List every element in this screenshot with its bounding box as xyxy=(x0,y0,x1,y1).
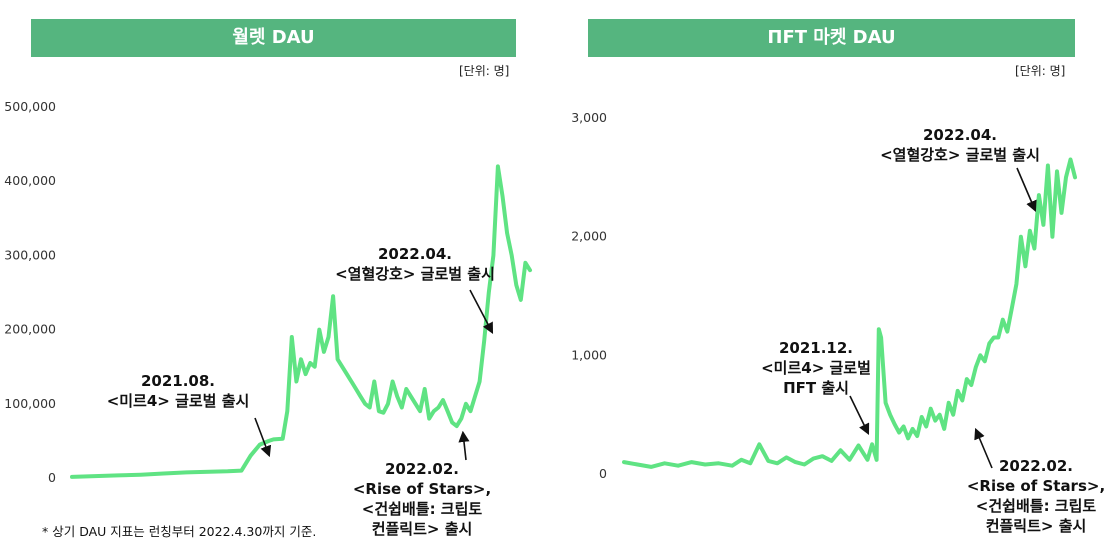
annotation-line: <미르4> 글로벌 xyxy=(761,359,871,377)
wallet-dau-chart: 500,000 400,000 300,000 200,000 100,000 0 2021… xyxy=(4,99,532,538)
annotation-line: <Rise of Stars>, xyxy=(967,477,1105,495)
annotation-line: 컨플릭트> 출시 xyxy=(372,520,473,538)
y-tick-label: 200,000 xyxy=(4,322,56,337)
annotation-line: <열혈강호> 글로벌 출시 xyxy=(335,265,495,283)
annotation-line: <미르4> 글로벌 출시 xyxy=(107,392,250,410)
annotation-line: 2022.04. xyxy=(378,245,452,263)
annotation-line: ΠFT 출시 xyxy=(783,379,849,397)
unit-label: [단위: 명] xyxy=(459,64,510,78)
annotation: 2021.12. <미르4> 글로벌 ΠFT 출시 xyxy=(761,339,871,436)
annotation-arrow xyxy=(1016,167,1037,213)
dau-series-line xyxy=(70,164,532,479)
annotation-line: 2022.02. xyxy=(999,457,1073,475)
annotation-arrow xyxy=(458,430,470,461)
chart-title: ΠFT 마켓 DAU xyxy=(588,19,1075,57)
annotation-line: 2021.12. xyxy=(779,339,853,357)
annotation-arrow xyxy=(974,427,993,469)
footnote: * 상기 DAU 지표는 런칭부터 2022.4.30까지 기준. xyxy=(42,524,317,539)
annotation: 2022.02. <Rise of Stars>, <건쉽배틀: 크립토컨플릭트> … xyxy=(353,430,491,538)
y-tick-label: 500,000 xyxy=(4,99,56,114)
annotation-line: <Rise of Stars>, xyxy=(353,480,491,498)
y-tick-label: 1,000 xyxy=(571,347,607,362)
annotation-arrow xyxy=(254,417,272,458)
wallet-dau-panel: 월렛 DAU [단위: 명] 500,000 400,000 300,000 200,… xyxy=(0,0,540,547)
dau-series-line xyxy=(622,157,1077,469)
y-tick-label: 300,000 xyxy=(4,247,56,262)
annotation: 2022.02. <Rise of Stars>, <건쉽배틀: 크립토컨플릭트> … xyxy=(967,427,1105,535)
y-tick-label: 2,000 xyxy=(571,229,607,244)
annotation: 2022.04. <열혈강호> 글로벌 출시 xyxy=(880,126,1040,213)
chart-title: 월렛 DAU xyxy=(31,19,516,57)
annotation-line: 2022.04. xyxy=(923,126,997,144)
annotation-line: <건쉽배틀: 크립토 xyxy=(362,500,483,518)
annotation-arrow xyxy=(849,395,870,436)
y-tick-label: 400,000 xyxy=(4,173,56,188)
annotation: 2021.08. <미르4> 글로벌 출시 xyxy=(107,372,272,458)
nft-market-dau-panel: ΠFT 마켓 DAU [단위: 명] 3,000 2,000 1,000 0 2021.… xyxy=(560,0,1108,547)
annotation-line: <건쉽배틀: 크립토 xyxy=(976,497,1097,515)
y-tick-label: 3,000 xyxy=(571,110,607,125)
annotation-line: <열혈강호> 글로벌 출시 xyxy=(880,146,1040,164)
annotation: 2022.04. <열혈강호> 글로벌 출시 xyxy=(335,245,495,334)
annotation-line: 2022.02. xyxy=(385,460,459,478)
annotation-arrow xyxy=(469,289,494,334)
y-tick-label: 100,000 xyxy=(4,396,56,411)
y-tick-label: 0 xyxy=(48,470,56,485)
y-tick-label: 0 xyxy=(599,466,607,481)
annotation-line: 2021.08. xyxy=(141,372,215,390)
unit-label: [단위: 명] xyxy=(1015,64,1066,78)
annotation-line: 컨플릭트> 출시 xyxy=(986,517,1087,535)
